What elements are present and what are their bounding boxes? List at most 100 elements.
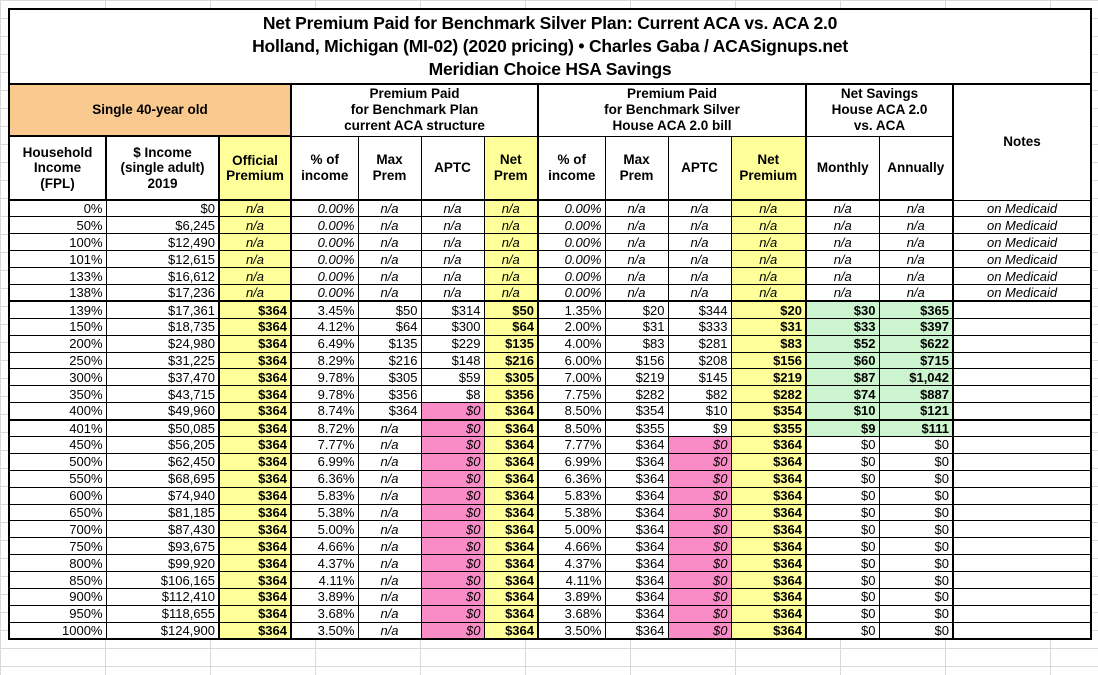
cell: $64: [483, 317, 539, 336]
cell: $17,361: [105, 300, 220, 319]
cell: $364: [483, 418, 539, 437]
cell: n/a: [357, 469, 422, 488]
cell: 7.00%: [537, 368, 606, 387]
cell: 133%: [8, 267, 107, 285]
cell: $364: [730, 554, 807, 573]
cell: $355: [604, 418, 669, 437]
cell: 6.00%: [537, 351, 606, 370]
cell: $219: [604, 368, 669, 387]
cell: [951, 351, 1092, 370]
cell: $56,205: [105, 435, 220, 454]
cell: $0: [420, 537, 485, 556]
cell: 101%: [8, 250, 107, 269]
cell: n/a: [483, 199, 539, 218]
cell: $0: [805, 621, 880, 640]
cell: 0.00%: [290, 216, 359, 235]
cell: $82: [667, 385, 732, 404]
cell: $364: [730, 587, 807, 606]
cell: $156: [604, 351, 669, 370]
cell: 8.29%: [290, 351, 359, 370]
column-header: Household Income (FPL): [8, 135, 107, 201]
cell: $0: [878, 604, 954, 623]
column-header: Max Prem: [357, 135, 422, 201]
table-row: 300% $37,470 $364 9.78% $305 $59 $305 7.00% $219…: [8, 368, 1092, 387]
cell: $0: [420, 486, 485, 505]
cell: 4.00%: [537, 334, 606, 353]
cell: n/a: [218, 216, 292, 235]
cell: 350%: [8, 385, 107, 404]
cell: $52: [805, 334, 880, 353]
cell: $0: [420, 452, 485, 471]
cell: $0: [805, 503, 880, 522]
cell: $364: [218, 587, 292, 606]
cell: $364: [218, 469, 292, 488]
cell: n/a: [357, 537, 422, 556]
cell: [951, 537, 1092, 556]
cell: n/a: [730, 199, 807, 218]
cell: $118,655: [105, 604, 220, 623]
cell: $305: [483, 368, 539, 387]
cell: n/a: [730, 283, 807, 302]
premium-comparison-table: Net Premium Paid for Benchmark Silver Pl…: [8, 8, 1093, 641]
cell: 850%: [8, 571, 107, 589]
group-header-aca-current: Premium Paid for Benchmark Plan current …: [290, 83, 539, 137]
table-row: 400% $49,960 $364 8.74% $364 $0 $364 8.50% $354 $…: [8, 402, 1092, 421]
cell: $208: [667, 351, 732, 370]
cell: $364: [730, 621, 807, 640]
cell: $1,042: [878, 368, 954, 387]
cell: 5.00%: [537, 520, 606, 539]
cell: $397: [878, 317, 954, 336]
cell: n/a: [357, 216, 422, 235]
cell: $0: [420, 469, 485, 488]
cell: $0: [667, 503, 732, 522]
cell: n/a: [604, 283, 669, 302]
cell: 750%: [8, 537, 107, 556]
cell: n/a: [357, 283, 422, 302]
table-row: 900% $112,410 $364 3.89% n/a $0 $364 3.89% $364 $…: [8, 587, 1092, 606]
cell: $229: [420, 334, 485, 353]
table-row: 650% $81,185 $364 5.38% n/a $0 $364 5.38% $364 $0…: [8, 503, 1092, 522]
cell: n/a: [357, 267, 422, 285]
title-row: Net Premium Paid for Benchmark Silver Pl…: [8, 8, 1092, 85]
column-header: $ Income (single adult) 2019: [105, 135, 220, 201]
cell: $364: [218, 537, 292, 556]
group-header-net-savings: Net Savings House ACA 2.0 vs. ACA: [805, 83, 954, 137]
cell: 0.00%: [290, 233, 359, 252]
column-header: % of income: [290, 135, 359, 201]
cell: $10: [805, 402, 880, 421]
cell: 0.00%: [290, 283, 359, 302]
cell: n/a: [878, 216, 954, 235]
cell: $364: [218, 571, 292, 589]
cell: n/a: [667, 199, 732, 218]
cell: $344: [667, 300, 732, 319]
cell: n/a: [483, 216, 539, 235]
cell: $364: [218, 503, 292, 522]
cell: 0%: [8, 199, 107, 218]
cell: $0: [420, 503, 485, 522]
cell: $0: [667, 587, 732, 606]
cell: 138%: [8, 283, 107, 302]
table-row: 139% $17,361 $364 3.45% $50 $314 $50 1.35% $20 $3…: [8, 300, 1092, 319]
cell: $0: [667, 604, 732, 623]
cell: 2.00%: [537, 317, 606, 336]
table-row: 550% $68,695 $364 6.36% n/a $0 $364 6.36% $364 $0…: [8, 469, 1092, 488]
cell: $364: [483, 469, 539, 488]
cell: $0: [805, 571, 880, 589]
cell: on Medicaid: [951, 283, 1092, 302]
cell: n/a: [357, 520, 422, 539]
column-header: Net Prem: [483, 135, 539, 201]
cell: $31: [604, 317, 669, 336]
cell: $0: [420, 435, 485, 454]
cell: n/a: [420, 283, 485, 302]
table-row: 500% $62,450 $364 6.99% n/a $0 $364 6.99% $364 $0…: [8, 452, 1092, 471]
cell: n/a: [604, 199, 669, 218]
cell: 9.78%: [290, 385, 359, 404]
cell: n/a: [805, 267, 880, 285]
cell: $364: [218, 520, 292, 539]
cell: $59: [420, 368, 485, 387]
cell: $99,920: [105, 554, 220, 573]
cell: $37,470: [105, 368, 220, 387]
table-row: 100% $12,490 n/a 0.00% n/a n/a n/a 0.00% n/a n/a n…: [8, 233, 1092, 252]
cell: $354: [604, 402, 669, 421]
